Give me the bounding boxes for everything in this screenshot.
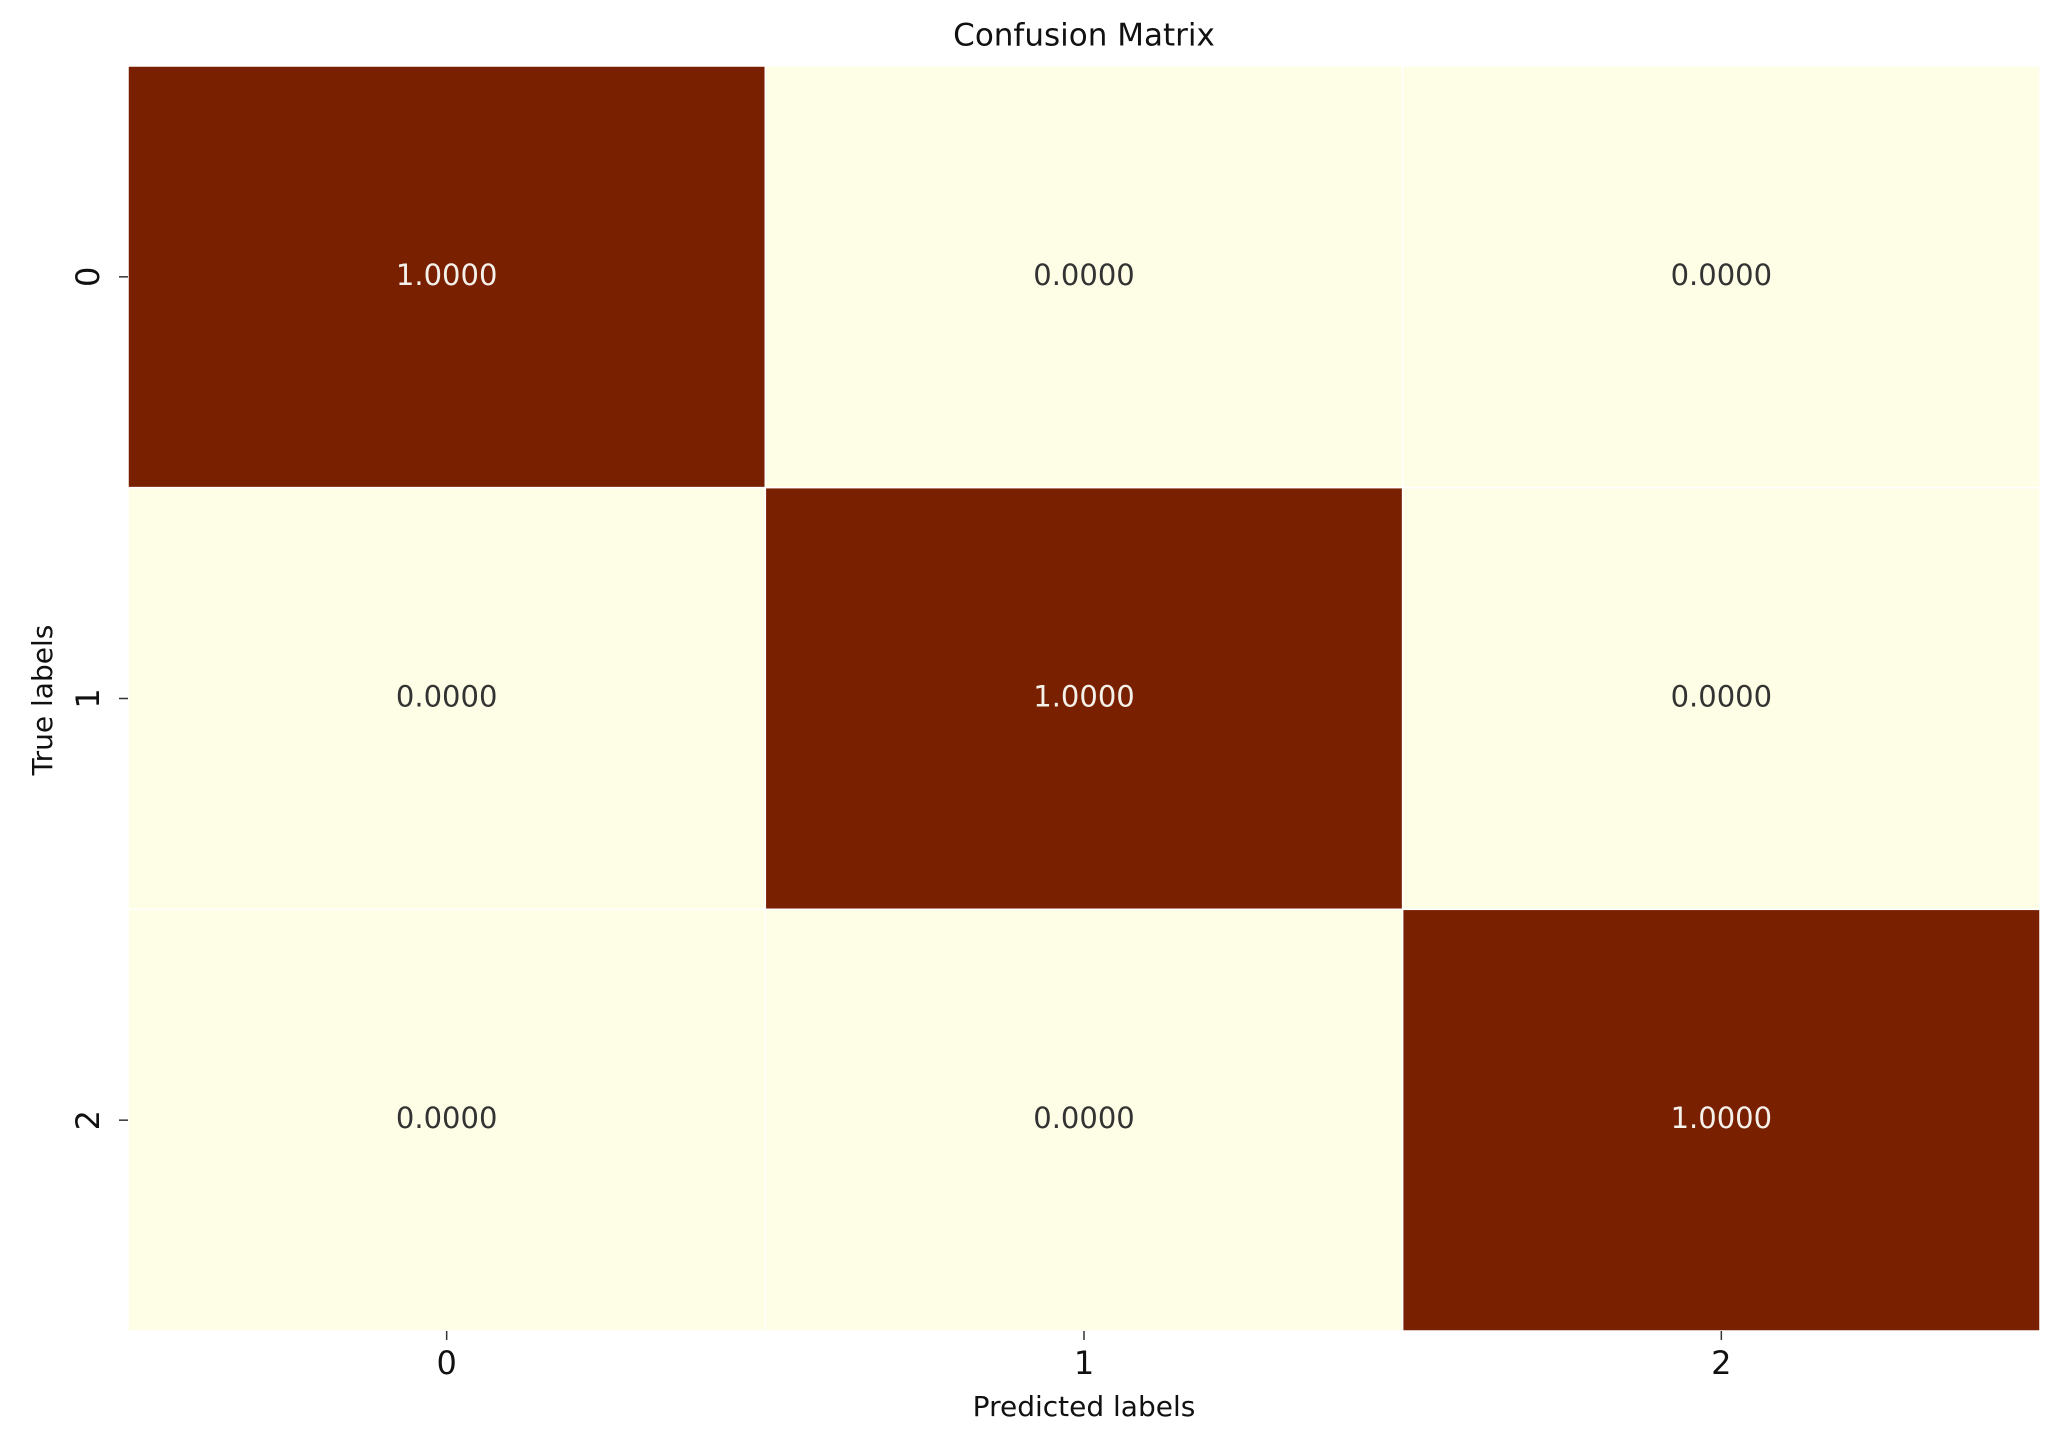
x-tick-label: 0	[436, 1344, 456, 1382]
heatmap-cell	[764, 908, 1404, 1332]
cell-label: 0.0000	[1671, 258, 1772, 292]
chart-title: Confusion Matrix	[953, 18, 1215, 54]
heatmap-cell	[1401, 486, 2041, 911]
heatmap-cell	[764, 486, 1404, 911]
x-tick-label: 2	[1711, 1344, 1731, 1382]
heatmap-cell	[1401, 65, 2041, 489]
cell-label: 1.0000	[1033, 680, 1134, 714]
y-axis-label: True labels	[26, 625, 59, 777]
heatmap-cell	[764, 65, 1404, 489]
y-tick-label: 0	[69, 267, 107, 287]
cell-label: 0.0000	[396, 1101, 497, 1135]
x-axis-label: Predicted labels	[973, 1390, 1196, 1423]
cell-label: 1.0000	[396, 258, 497, 292]
heatmap-cell	[127, 908, 767, 1332]
x-tick-label: 1	[1074, 1344, 1094, 1382]
cell-label: 0.0000	[1671, 680, 1772, 714]
cell-label: 0.0000	[396, 680, 497, 714]
heatmap-cell	[127, 65, 767, 489]
cell-label: 0.0000	[1033, 1101, 1134, 1135]
y-tick-label: 2	[69, 1110, 107, 1130]
heatmap-cell	[127, 486, 767, 911]
cell-label: 1.0000	[1671, 1101, 1772, 1135]
y-tick-label: 1	[69, 688, 107, 708]
cell-label: 0.0000	[1033, 258, 1134, 292]
